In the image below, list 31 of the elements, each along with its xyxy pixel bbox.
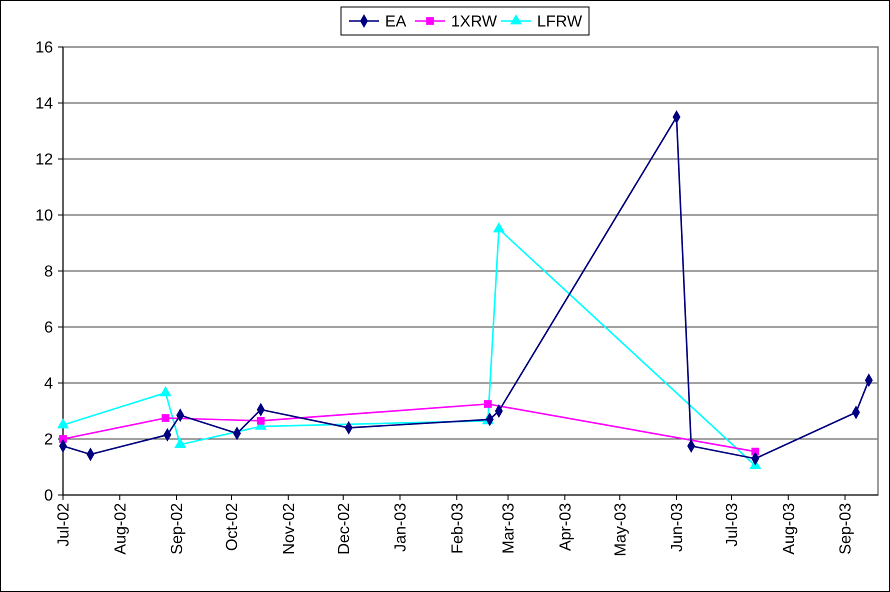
x-tick-label: May-03 xyxy=(612,502,630,556)
x-tick-label: Mar-03 xyxy=(500,502,518,554)
x-tick-label: Dec-02 xyxy=(336,502,353,555)
point xyxy=(484,400,492,408)
x-tick-label: Sep-02 xyxy=(169,502,186,555)
legend-label: LFRW xyxy=(537,14,583,31)
y-tick-label: 12 xyxy=(35,152,54,169)
y-tick-label: 14 xyxy=(35,96,54,113)
x-tick-label: Nov-02 xyxy=(280,502,298,555)
x-tick-label: Jun-03 xyxy=(669,502,686,552)
x-tick-label: Jan-03 xyxy=(392,502,410,552)
legend-label: EA xyxy=(385,14,407,31)
x-tick-label: Jul-02 xyxy=(56,502,73,547)
y-tick-label: 6 xyxy=(44,320,54,337)
x-tick-label: Feb-03 xyxy=(449,502,466,554)
x-tick-label: Oct-02 xyxy=(224,502,242,552)
x-tick-label: Jul-03 xyxy=(724,502,742,547)
y-tick-label: 4 xyxy=(44,376,54,393)
y-tick-label: 2 xyxy=(44,432,54,449)
point xyxy=(162,414,170,422)
y-tick-label: 0 xyxy=(44,488,54,505)
x-tick-label: Aug-02 xyxy=(112,502,130,555)
x-tick-label: Apr-03 xyxy=(557,502,574,552)
x-tick-label: Aug-03 xyxy=(780,502,798,555)
y-tick-label: 8 xyxy=(44,264,54,281)
legend-label: 1XRW xyxy=(451,14,498,31)
y-tick-label: 16 xyxy=(35,40,54,57)
point xyxy=(160,386,172,396)
point xyxy=(256,416,265,425)
y-tick-label: 10 xyxy=(35,208,54,225)
x-tick-label: Sep-03 xyxy=(838,502,855,555)
